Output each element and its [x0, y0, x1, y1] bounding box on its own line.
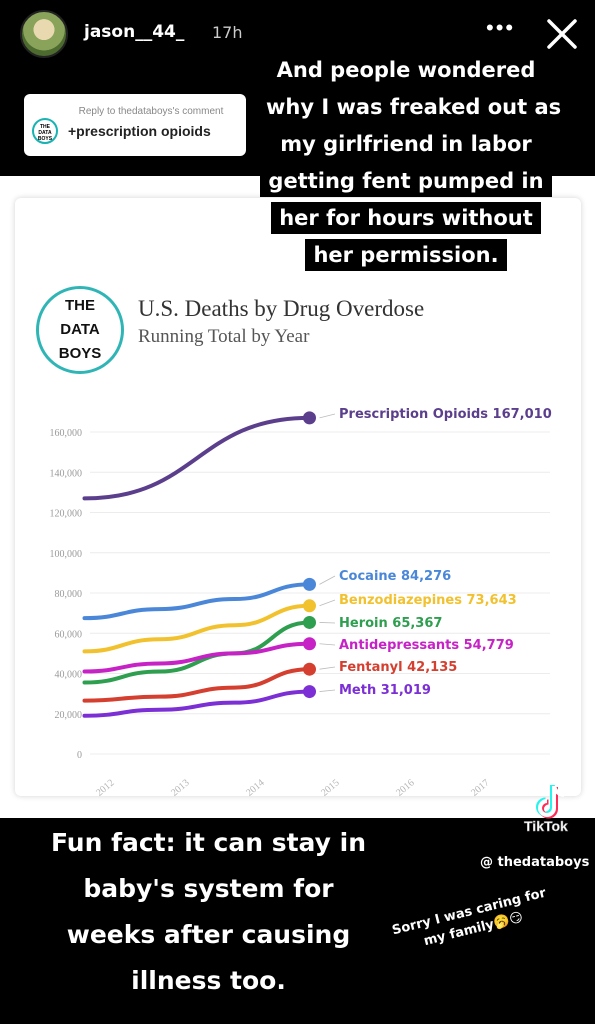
- label-leader: [319, 643, 336, 646]
- reply-logo-line: BOYS: [37, 136, 53, 142]
- username[interactable]: jason__44_: [84, 22, 185, 42]
- series-label: Heroin 65,367: [339, 616, 442, 631]
- x-tick-label: 2015: [319, 777, 341, 798]
- caption-bottom-line: illness too.: [119, 958, 298, 1004]
- logo-line-data: DATA: [60, 321, 100, 338]
- chart-title: U.S. Deaths by Drug Overdose: [138, 296, 425, 321]
- caption-bottom: Fun fact: it can stay in baby's system f…: [16, 820, 401, 1004]
- reply-text: +prescription opioids: [68, 123, 211, 139]
- story-header: jason__44_ 17h •••: [0, 0, 595, 70]
- label-leader: [319, 575, 336, 585]
- series-label: Meth 31,019: [339, 683, 431, 698]
- avatar[interactable]: [20, 10, 68, 58]
- series-label: Benzodiazepines 73,643: [339, 593, 517, 608]
- caption-top-line: my girlfriend in labor: [272, 128, 540, 160]
- chart-subtitle: Running Total by Year: [138, 326, 310, 347]
- series-line: [82, 620, 312, 685]
- y-tick-label: 20,000: [55, 710, 83, 721]
- caption-top-line: And people wondered: [268, 54, 544, 86]
- label-leader: [319, 622, 336, 624]
- label-leader: [319, 599, 336, 607]
- caption-top-line: why I was freaked out as: [258, 91, 570, 123]
- y-tick-label: 40,000: [55, 670, 83, 681]
- reply-sticker[interactable]: Reply to thedataboys's comment THE DATA …: [24, 94, 246, 156]
- series-line: [82, 415, 312, 501]
- series-label: Fentanyl 42,135: [339, 660, 457, 675]
- more-options-icon[interactable]: •••: [486, 15, 516, 40]
- series-label: Prescription Opioids 167,010: [339, 407, 552, 422]
- logo-line-the: THE: [65, 297, 95, 314]
- x-tick-label: 2012: [94, 777, 116, 798]
- x-tick-label: 2016: [394, 777, 416, 798]
- caption-top-line: her for hours without: [271, 202, 541, 234]
- y-tick-label: 80,000: [55, 589, 83, 600]
- x-tick-label: 2013: [169, 777, 191, 798]
- label-leader: [319, 689, 336, 692]
- caption-top: And people wondered why I was freaked ou…: [258, 54, 570, 276]
- y-tick-label: 140,000: [50, 468, 83, 479]
- x-tick-label: 2017: [469, 777, 491, 798]
- data-boys-logo: THE DATA BOYS: [36, 286, 124, 374]
- series-line: [82, 603, 312, 654]
- series-line: [82, 641, 312, 674]
- label-leader: [319, 413, 336, 419]
- series-endpoint: [303, 662, 316, 676]
- series-endpoint: [303, 637, 316, 651]
- series-endpoint: [303, 615, 316, 629]
- close-icon[interactable]: [542, 14, 582, 54]
- series-endpoint: [303, 599, 316, 613]
- series-endpoint: [303, 685, 316, 699]
- series-label: Antidepressants 54,779: [339, 638, 514, 653]
- series-line: [82, 667, 312, 703]
- y-tick-label: 120,000: [50, 509, 83, 520]
- tiktok-handle: @ thedataboys: [480, 855, 590, 870]
- y-tick-label: 60,000: [55, 629, 83, 640]
- caption-bottom-line: weeks after causing: [54, 912, 363, 958]
- x-tick-label: 2014: [244, 777, 266, 798]
- series-endpoint: [303, 411, 316, 425]
- series-line: [82, 689, 312, 718]
- caption-bottom-line: baby's system for: [71, 866, 346, 912]
- logo-line-boys: BOYS: [58, 345, 102, 362]
- y-tick-label: 0: [77, 750, 82, 761]
- reply-logo-line: THE: [40, 124, 50, 130]
- tiktok-icon: [536, 785, 565, 819]
- y-tick-label: 160,000: [50, 428, 83, 439]
- caption-bottom-line: Fun fact: it can stay in: [38, 820, 379, 866]
- caption-top-line: her permission.: [305, 239, 507, 271]
- series-label: Cocaine 84,276: [339, 569, 451, 584]
- y-tick-label: 100,000: [50, 549, 83, 560]
- series-endpoint: [303, 577, 316, 591]
- time-ago: 17h: [212, 23, 243, 42]
- label-leader: [319, 666, 336, 670]
- caption-top-line: getting fent pumped in: [260, 165, 552, 197]
- reply-to-label: Reply to thedataboys's comment: [78, 106, 224, 117]
- reply-logo-line: DATA: [38, 130, 52, 136]
- tiktok-wordmark: TikTok: [524, 818, 568, 835]
- series-line: [82, 582, 312, 621]
- reply-logo-icon: THE DATA BOYS: [32, 118, 58, 144]
